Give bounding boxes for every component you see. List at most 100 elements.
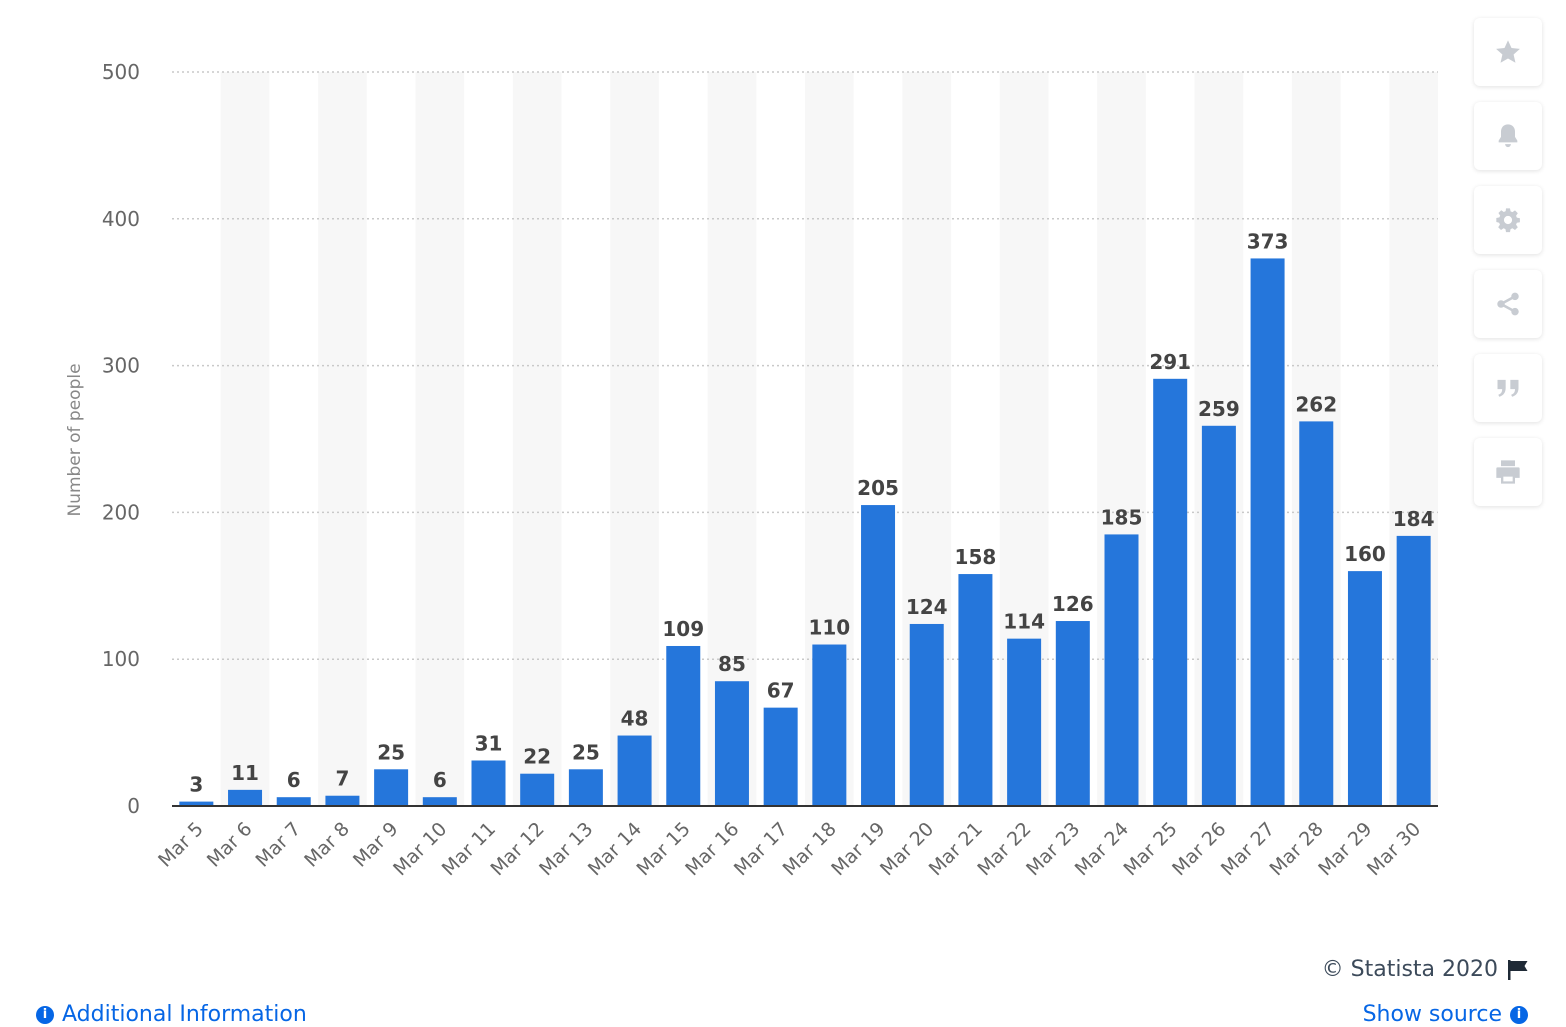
- bar[interactable]: [617, 735, 652, 806]
- column-band: [610, 72, 659, 806]
- x-tick-label: Mar 13: [535, 818, 597, 880]
- x-tick-label: Mar 25: [1119, 818, 1181, 880]
- column-band: [318, 72, 367, 806]
- bar[interactable]: [958, 574, 993, 806]
- favorite-button[interactable]: [1474, 18, 1542, 86]
- print-button[interactable]: [1474, 438, 1542, 506]
- data-label: 205: [857, 476, 899, 500]
- y-tick-label: 0: [127, 794, 140, 818]
- share-icon: [1497, 292, 1519, 316]
- bar[interactable]: [1055, 621, 1090, 806]
- additional-information-label: Additional Information: [62, 1002, 307, 1027]
- bar[interactable]: [1250, 258, 1285, 806]
- bar[interactable]: [1153, 378, 1188, 806]
- data-label: 126: [1052, 592, 1094, 616]
- settings-button[interactable]: [1474, 186, 1542, 254]
- star-icon: [1496, 40, 1520, 63]
- cite-button[interactable]: [1474, 354, 1542, 422]
- data-label: 184: [1393, 507, 1435, 531]
- data-label: 158: [955, 545, 997, 569]
- bar[interactable]: [1007, 638, 1042, 806]
- x-tick-label: Mar 19: [827, 818, 889, 880]
- data-label: 3: [189, 773, 203, 797]
- bar[interactable]: [763, 707, 798, 806]
- x-tick-label: Mar 20: [876, 818, 938, 880]
- bar[interactable]: [228, 789, 263, 806]
- x-tick-label: Mar 16: [681, 818, 743, 880]
- bar[interactable]: [568, 769, 603, 806]
- copyright-credit[interactable]: © Statista 2020: [1322, 957, 1530, 982]
- data-label: 262: [1295, 392, 1337, 416]
- data-label: 67: [767, 679, 795, 703]
- credit-text: © Statista 2020: [1321, 957, 1498, 982]
- y-tick-label: 100: [102, 647, 140, 671]
- data-label: 6: [433, 768, 447, 792]
- bar[interactable]: [276, 797, 311, 806]
- printer-icon: [1496, 460, 1520, 484]
- bar[interactable]: [1299, 421, 1334, 806]
- x-tick-label: Mar 26: [1168, 818, 1230, 880]
- bar[interactable]: [1104, 534, 1139, 806]
- y-tick-label: 300: [102, 354, 140, 378]
- bar[interactable]: [325, 795, 360, 806]
- bar[interactable]: [179, 801, 214, 806]
- bar[interactable]: [520, 773, 555, 806]
- x-tick-label: Mar 12: [486, 818, 548, 880]
- data-label: 11: [231, 761, 259, 785]
- y-tick-label: 400: [102, 207, 140, 231]
- bar[interactable]: [422, 797, 457, 806]
- quote-icon: [1497, 379, 1519, 397]
- x-tick-label: Mar 24: [1071, 818, 1133, 880]
- bell-icon: [1498, 124, 1518, 148]
- x-tick-label: Mar 7: [252, 818, 306, 872]
- x-tick-label: Mar 17: [730, 818, 792, 880]
- bar[interactable]: [1396, 535, 1431, 806]
- show-source-link[interactable]: Show source i: [1363, 1002, 1528, 1027]
- bar[interactable]: [714, 681, 749, 806]
- x-tick-label: Mar 27: [1217, 818, 1279, 880]
- data-label: 48: [621, 707, 649, 731]
- bar[interactable]: [374, 769, 409, 806]
- data-label: 6: [287, 768, 301, 792]
- bar[interactable]: [471, 760, 506, 806]
- info-icon: i: [36, 1005, 54, 1024]
- bar[interactable]: [909, 623, 944, 806]
- bar[interactable]: [812, 644, 847, 806]
- y-tick-label: 200: [102, 500, 140, 524]
- x-tick-label: Mar 22: [973, 818, 1035, 880]
- x-tick-label: Mar 11: [438, 818, 500, 880]
- data-label: 7: [335, 767, 349, 791]
- gear-icon: [1496, 208, 1520, 233]
- x-tick-label: Mar 30: [1363, 818, 1425, 880]
- data-label: 124: [906, 595, 948, 619]
- data-label: 259: [1198, 397, 1240, 421]
- additional-information-link[interactable]: i Additional Information: [36, 1002, 307, 1027]
- data-label: 291: [1149, 350, 1191, 374]
- notification-button[interactable]: [1474, 102, 1542, 170]
- x-tick-label: Mar 23: [1022, 818, 1084, 880]
- y-axis-ticks: 0 100 200 300 400 500: [102, 60, 140, 818]
- bar[interactable]: [861, 505, 896, 806]
- data-label: 185: [1101, 505, 1143, 529]
- bar[interactable]: [1201, 425, 1236, 806]
- bar[interactable]: [666, 645, 701, 806]
- x-tick-label: Mar 10: [389, 818, 451, 880]
- y-tick-label: 500: [102, 60, 140, 84]
- column-band: [512, 72, 562, 806]
- x-tick-label: Mar 18: [779, 818, 841, 880]
- data-label: 25: [572, 740, 600, 764]
- share-button[interactable]: [1474, 270, 1542, 338]
- bar[interactable]: [1347, 571, 1382, 806]
- data-label: 31: [475, 731, 503, 755]
- show-source-label: Show source: [1362, 1002, 1502, 1027]
- data-label: 160: [1344, 542, 1386, 566]
- x-tick-label: Mar 14: [584, 818, 646, 880]
- x-tick-label: Mar 29: [1314, 818, 1376, 880]
- column-band: [220, 72, 270, 806]
- flag-icon: [1508, 959, 1528, 980]
- x-tick-label: Mar 28: [1266, 818, 1328, 880]
- data-label: 110: [808, 616, 850, 640]
- x-tick-label: Mar 8: [300, 818, 354, 872]
